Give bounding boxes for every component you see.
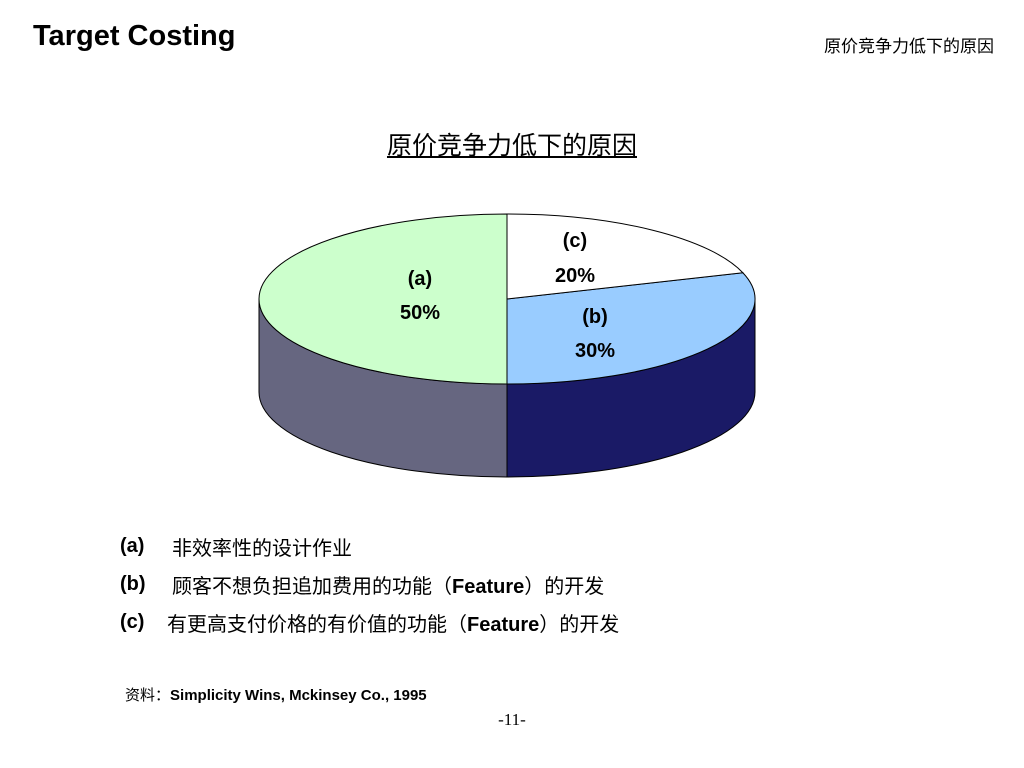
- legend-text: 顾客不想负担追加费用的功能（Feature）的开发: [172, 573, 605, 598]
- section-header: 原价竞争力低下的原因: [824, 37, 994, 57]
- legend-text: 有更高支付价格的有价值的功能（Feature）的开发: [167, 611, 620, 636]
- legend-key: (a): [120, 534, 145, 557]
- slice-value-b: 30%: [575, 340, 615, 362]
- page-number: -11-: [498, 710, 526, 729]
- slice-value-c: 20%: [555, 265, 595, 287]
- legend-text: 非效率性的设计作业: [172, 535, 352, 560]
- legend-item-c: (c) 有更高支付价格的有价值的功能（Feature）的开发: [120, 603, 619, 641]
- legend: (a) 非效率性的设计作业 (b) 顾客不想负担追加费用的功能（Feature）…: [120, 527, 619, 641]
- source-note: 资料：Simplicity Wins, Mckinsey Co., 1995: [125, 686, 427, 704]
- pie-slice-b: [506, 272, 756, 385]
- pie-top: [258, 213, 756, 385]
- slice-label-a: (a): [408, 268, 432, 290]
- slice-label-c: (c): [563, 230, 587, 252]
- legend-key: (c): [120, 610, 145, 633]
- legend-item-a: (a) 非效率性的设计作业: [120, 527, 619, 565]
- slice-label-b: (b): [582, 306, 608, 328]
- pie-slice-a: [258, 213, 508, 385]
- slide-title: Target Costing: [33, 20, 236, 52]
- chart-title: 原价竞争力低下的原因: [386, 131, 637, 160]
- legend-key: (b): [120, 572, 146, 595]
- pie-slice-c: [506, 213, 744, 300]
- legend-item-b: (b) 顾客不想负担追加费用的功能（Feature）的开发: [120, 565, 619, 603]
- slice-value-a: 50%: [400, 302, 440, 324]
